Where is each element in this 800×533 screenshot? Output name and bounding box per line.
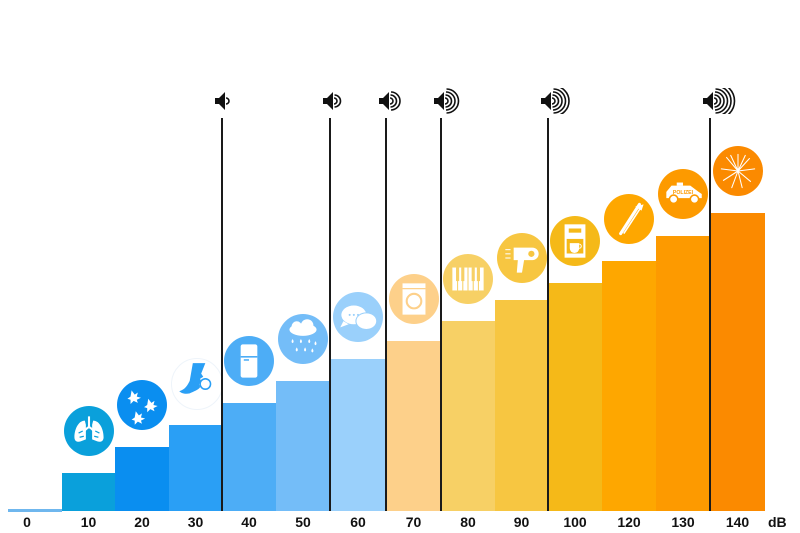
speech-bubbles-icon	[333, 292, 383, 342]
threshold-line	[329, 118, 331, 511]
bar-20	[115, 447, 169, 511]
tick-label: 130	[671, 514, 695, 530]
threshold-line	[221, 118, 223, 511]
tick-label: 70	[405, 514, 422, 530]
threshold-line	[385, 118, 387, 511]
tick-label: 30	[187, 514, 204, 530]
bar-60	[330, 359, 386, 511]
trombone-icon	[604, 194, 654, 244]
svg-text:POLIZEI: POLIZEI	[673, 190, 694, 196]
rain-cloud-icon	[278, 314, 328, 364]
tick-label: 100	[563, 514, 587, 530]
speaker-volume-3-icon	[378, 88, 404, 119]
tick-label: 50	[295, 514, 311, 530]
lungs-icon	[63, 406, 114, 456]
tick-label: 10	[80, 514, 97, 530]
bar-30	[169, 425, 222, 511]
coffee-machine-icon	[550, 216, 600, 266]
axis-unit-label: dB	[768, 514, 787, 530]
speaker-volume-2-icon	[322, 88, 344, 119]
refrigerator-icon	[224, 336, 274, 386]
whisper-face-icon	[170, 358, 223, 410]
tick-label: 140	[725, 514, 750, 530]
bar-10	[62, 473, 115, 511]
tick-label: 120	[617, 514, 641, 530]
tick-label: 90	[513, 514, 530, 530]
tick-label: 80	[460, 514, 476, 530]
speaker-volume-6-icon	[702, 82, 740, 120]
piano-keys-icon	[443, 254, 493, 304]
police-car-icon: POLIZEI	[658, 169, 708, 219]
threshold-line	[709, 118, 711, 511]
bar-70	[386, 341, 441, 511]
bar-50	[276, 381, 330, 511]
fireworks-icon	[712, 146, 763, 196]
speaker-volume-4-icon	[433, 88, 463, 119]
threshold-line	[547, 118, 549, 511]
bar-100	[548, 283, 602, 511]
bar-120	[602, 261, 656, 511]
bar-130	[656, 236, 710, 511]
speaker-volume-5-icon	[540, 85, 574, 119]
washing-machine-icon	[388, 274, 439, 324]
hair-dryer-icon	[496, 233, 547, 283]
bar-140	[710, 213, 765, 511]
bar-40	[222, 403, 276, 511]
bar-0	[8, 509, 62, 512]
threshold-line	[440, 118, 442, 511]
falling-leaves-icon	[117, 380, 167, 430]
bar-90	[495, 300, 548, 511]
bar-80	[441, 321, 495, 511]
tick-label: 0	[23, 514, 31, 530]
speaker-volume-1-icon	[214, 88, 232, 119]
tick-label: 60	[350, 514, 366, 530]
tick-label: 40	[241, 514, 257, 530]
tick-label: 20	[134, 514, 150, 530]
